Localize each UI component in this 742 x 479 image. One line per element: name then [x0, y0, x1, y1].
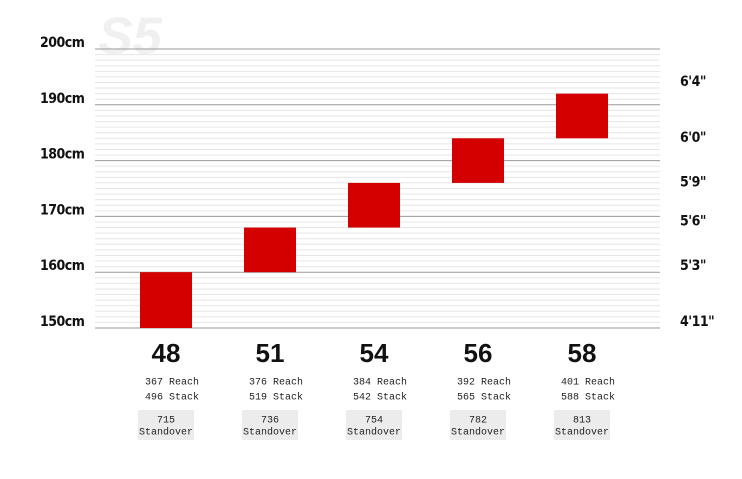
- stack-label: Stack: [169, 392, 199, 404]
- bar: [140, 272, 192, 328]
- bar: [556, 93, 608, 139]
- reach-label: Reach: [585, 377, 615, 389]
- stack-label: Stack: [377, 392, 407, 404]
- standover-value: 736: [261, 416, 279, 427]
- stack-label: Stack: [273, 392, 303, 404]
- y2-tick-label: 5'9": [680, 175, 706, 191]
- reach-label: Reach: [377, 377, 407, 389]
- reach-label: Reach: [169, 377, 199, 389]
- stack-label: Stack: [481, 392, 511, 404]
- size-label: 51: [256, 338, 285, 368]
- y-tick-label: 150cm: [40, 314, 85, 330]
- size-label: 56: [464, 338, 493, 368]
- bar: [452, 138, 504, 183]
- standover-label: Standover: [243, 427, 297, 439]
- standover-box: [138, 410, 194, 440]
- standover-value: 813: [573, 416, 591, 427]
- standover-value: 715: [157, 416, 175, 427]
- size-label: 48: [152, 338, 181, 368]
- stack-value: 496: [145, 393, 163, 404]
- size-label: 54: [360, 338, 389, 368]
- y2-tick-label: 4'11": [680, 314, 714, 330]
- y-tick-label: 170cm: [40, 202, 85, 218]
- bar: [348, 182, 400, 228]
- reach-value: 384: [353, 378, 371, 389]
- y2-tick-label: 6'4": [680, 74, 706, 90]
- bar: [244, 227, 296, 273]
- y2-tick-label: 5'3": [680, 258, 706, 274]
- standover-box: [346, 410, 402, 440]
- standover-label: Standover: [347, 427, 401, 439]
- standover-label: Standover: [451, 427, 505, 439]
- size-label: 58: [568, 338, 597, 368]
- reach-value: 376: [249, 378, 267, 389]
- reach-label: Reach: [273, 377, 303, 389]
- y-tick-label: 200cm: [40, 35, 85, 51]
- standover-box: [450, 410, 506, 440]
- y2-tick-label: 5'6": [680, 214, 706, 230]
- standover-value: 782: [469, 416, 487, 427]
- stack-value: 542: [353, 393, 371, 404]
- stack-value: 588: [561, 393, 579, 404]
- stack-label: Stack: [585, 392, 615, 404]
- standover-value: 754: [365, 416, 383, 427]
- y-tick-label: 190cm: [40, 91, 85, 107]
- stack-value: 565: [457, 393, 475, 404]
- stack-value: 519: [249, 393, 267, 404]
- standover-box: [554, 410, 610, 440]
- y-tick-label: 160cm: [40, 258, 85, 274]
- reach-value: 401: [561, 378, 579, 389]
- reach-label: Reach: [481, 377, 511, 389]
- watermark: S5: [98, 8, 163, 66]
- reach-value: 367: [145, 378, 163, 389]
- standover-box: [242, 410, 298, 440]
- standover-label: Standover: [555, 427, 609, 439]
- y-tick-label: 180cm: [40, 147, 85, 163]
- reach-value: 392: [457, 378, 475, 389]
- y2-tick-label: 6'0": [680, 130, 706, 146]
- standover-label: Standover: [139, 427, 193, 439]
